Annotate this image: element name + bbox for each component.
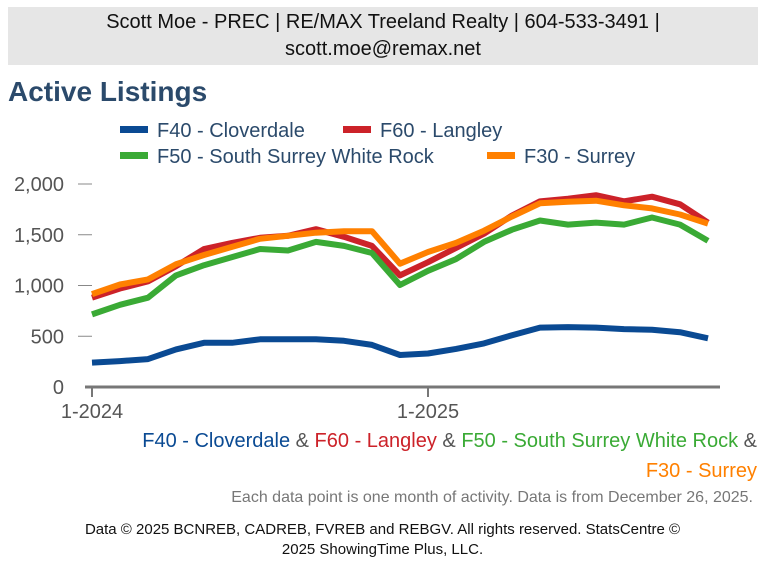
copyright: Data © 2025 BCNREB, CADREB, FVREB and RE…: [0, 520, 765, 560]
legend-swatch-3: [487, 152, 515, 159]
data-note: Each data point is one month of activity…: [231, 489, 753, 506]
agent-email: scott.moe@remax.net: [285, 38, 481, 60]
caption-langley: F60 - Langley: [314, 430, 437, 452]
legend-swatch-1: [343, 126, 371, 133]
caption-amp-1: &: [295, 430, 309, 452]
y-tick-label: 2,000: [14, 174, 64, 196]
series-line-3: [91, 197, 709, 297]
legend-swatch-0: [120, 126, 148, 133]
legend-label-2: F50 - South Surrey White Rock: [157, 146, 435, 168]
legend-label-3: F30 - Surrey: [524, 146, 635, 168]
y-tick-label: 0: [53, 377, 64, 399]
copyright-line1: Data © 2025 BCNREB, CADREB, FVREB and RE…: [84, 521, 681, 538]
caption-surrey: F30 - Surrey: [645, 460, 757, 482]
agent-header: Scott Moe - PREC | RE/MAX Treeland Realt…: [8, 7, 758, 65]
series-caption: F40 - Cloverdale & F60 - Langley & F50 -…: [137, 426, 757, 486]
line-chart: 0 500 1,000 1,500 2,000 1-2024 1-2025 F40 - Clo…: [14, 120, 720, 423]
copyright-line2: 2025 ShowingTime Plus, LLC.: [281, 541, 484, 558]
y-tick-label: 1,500: [14, 225, 64, 247]
agent-info-line1: Scott Moe - PREC | RE/MAX Treeland Realt…: [106, 11, 660, 33]
caption-amp-3: &: [743, 430, 757, 452]
series-line-2: [91, 214, 710, 318]
caption-cloverdale: F40 - Cloverdale: [142, 430, 291, 452]
caption-south-surrey: F50 - South Surrey White Rock: [461, 430, 739, 452]
caption-amp-2: &: [442, 430, 456, 452]
x-tick-label: 1-2025: [397, 401, 459, 423]
legend-swatch-2: [120, 152, 148, 159]
series-line-0: [91, 324, 709, 366]
y-tick-label: 1,000: [14, 276, 64, 298]
x-tick-label: 1-2024: [61, 401, 123, 423]
chart-title: Active Listings: [8, 76, 208, 107]
legend-label-1: F60 - Langley: [380, 120, 502, 142]
y-tick-label: 500: [31, 326, 64, 348]
legend-label-0: F40 - Cloverdale: [157, 120, 305, 142]
series-line-1: [91, 192, 710, 301]
